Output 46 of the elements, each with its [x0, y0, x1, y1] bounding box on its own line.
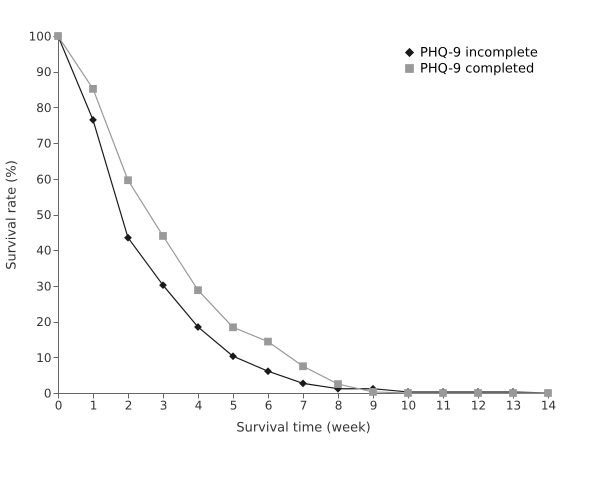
y-tick-label: 70 [36, 136, 52, 151]
x-tick-label: 14 [540, 398, 556, 412]
point [334, 380, 342, 388]
x-tick-label: 12 [470, 398, 486, 412]
point [264, 367, 272, 376]
y-tick-label: 10 [36, 350, 52, 365]
y-axis-title: Survival rate (%) [4, 160, 20, 270]
point [194, 286, 202, 294]
point [89, 116, 97, 124]
x-axis-title: Survival time (week) [236, 420, 371, 436]
legend-label: PHQ-9 completed [420, 62, 534, 76]
point [264, 338, 272, 346]
x-tick-label: 2 [124, 398, 132, 412]
y-tick-label: 90 [36, 65, 52, 80]
y-tick-label: 50 [36, 208, 52, 222]
x-tick-label: 4 [194, 398, 202, 412]
x-tick-label: 0 [54, 398, 62, 412]
x-tick-label: 6 [264, 398, 272, 412]
x-tick-label: 3 [160, 398, 168, 412]
y-tick-label: 40 [36, 244, 52, 258]
y-tick-label: 100 [28, 30, 52, 44]
x-tick-label: 13 [506, 398, 522, 412]
point [229, 323, 237, 332]
x-tick-label: 7 [300, 398, 308, 412]
point [159, 232, 167, 240]
x-tick-label: 8 [334, 398, 342, 412]
y-tick-label: 80 [36, 100, 52, 115]
x-tick-label: 11 [436, 398, 452, 412]
point [194, 323, 202, 331]
point [89, 84, 97, 93]
x-tick-label: 5 [230, 398, 238, 412]
x-tick-label: 9 [370, 398, 378, 412]
legend-label: PHQ-9 incomplete [420, 46, 538, 60]
point [124, 176, 132, 184]
x-tick-label: 10 [400, 398, 416, 412]
point [124, 234, 132, 242]
point [229, 352, 237, 360]
point [299, 379, 307, 388]
y-tick-label: 60 [36, 172, 52, 186]
x-tick-label: 1 [90, 398, 98, 412]
point [299, 362, 307, 370]
y-tick-label: 30 [36, 279, 52, 294]
point [159, 281, 167, 290]
y-tick-label: 20 [36, 315, 52, 330]
y-tick-label: 0 [44, 386, 52, 400]
point [369, 388, 377, 396]
